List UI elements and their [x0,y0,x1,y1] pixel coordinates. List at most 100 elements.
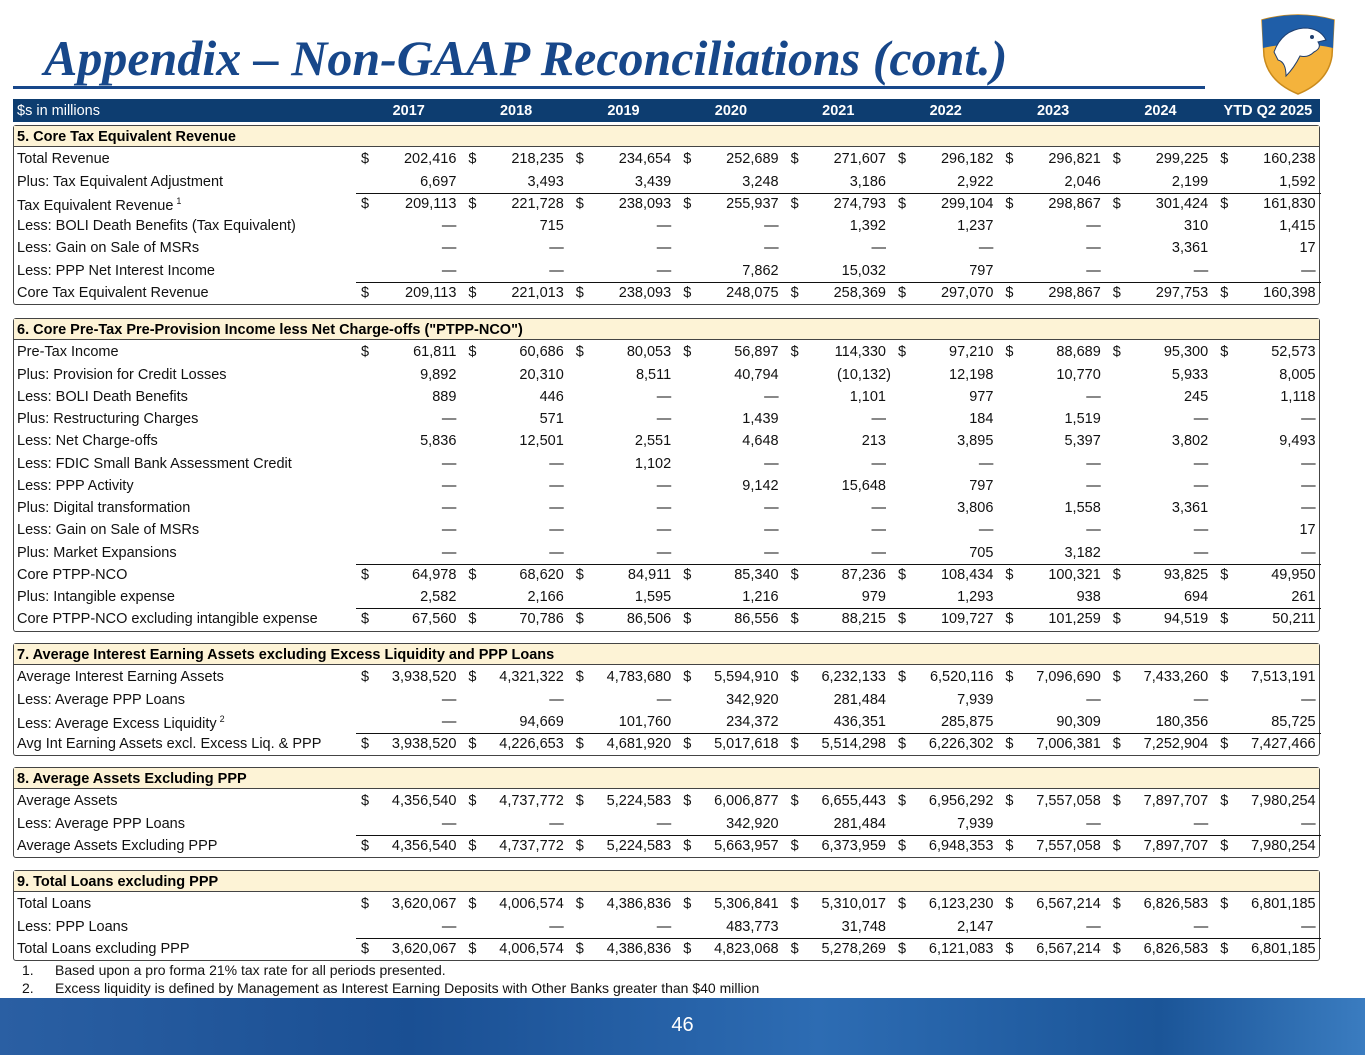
value-cell: — [656,500,672,516]
value-cell: 70,786 [519,611,564,628]
value-cell: — [1193,411,1209,427]
value-cell: 15,648 [841,477,886,494]
value-cell: 301,424 [1155,195,1209,212]
value-cell: — [441,815,457,832]
value-cell: 255,937 [726,195,779,212]
currency-sign: $ [1005,151,1014,168]
value-cell: 1,237 [957,218,994,234]
value-cell: 49,950 [1271,566,1316,583]
value-cell: 1,101 [849,388,886,405]
value-cell: 6,956,292 [928,793,994,810]
value-cell: 281,484 [833,815,886,832]
currency-sign: $ [1112,940,1121,957]
currency-sign: $ [468,566,477,583]
currency-sign: $ [898,896,907,913]
value-cell: — [1301,815,1316,832]
page-number: 46 [671,1014,694,1036]
footnote-text: Based upon a pro forma 21% tax rate for … [55,962,446,978]
value-cell: 6,123,230 [928,896,994,913]
value-cell: — [656,691,672,708]
value-cell: 261 [1291,589,1316,605]
currency-sign: $ [575,566,584,583]
value-cell: 299,225 [1155,151,1209,168]
value-cell: 7,096,690 [1036,669,1101,686]
column-header: 2017 [392,103,425,119]
currency-sign: $ [898,151,907,168]
value-cell: 5,224,583 [606,793,672,810]
row-label: Less: Average PPP Loans [17,691,185,708]
value-cell: 310 [1183,218,1209,234]
value-cell: 571 [539,411,564,427]
value-cell: — [656,411,672,427]
currency-sign: $ [683,344,692,361]
value-cell: (10,132) [836,366,891,383]
value-cell: 1,392 [849,218,886,234]
column-header: 2024 [1144,103,1177,119]
value-cell: — [1301,544,1316,561]
value-cell: 3,620,067 [391,896,457,913]
value-cell: — [1086,240,1101,257]
value-cell: — [656,218,672,234]
currency-sign: $ [790,151,799,168]
section: 7. Average Interest Earning Assets exclu… [13,643,1321,757]
value-cell: 209,113 [405,284,457,301]
value-cell: 5,397 [1064,433,1101,450]
currency-sign: $ [468,669,477,686]
currency-sign: $ [790,837,799,854]
row-label: Plus: Intangible expense [17,589,175,605]
value-cell: 6,655,443 [821,793,886,810]
currency-sign: $ [790,344,799,361]
value-cell: 20,310 [519,366,564,383]
value-cell: 7,980,254 [1251,837,1316,854]
value-cell: 5,306,841 [714,896,779,913]
total-rule [356,937,1321,939]
currency-sign: $ [575,284,584,301]
value-cell: 2,046 [1064,173,1101,190]
value-cell: — [441,262,457,279]
value-cell: — [549,455,564,472]
value-cell: 6,232,133 [821,669,886,686]
currency-sign: $ [468,151,477,168]
section: 6. Core Pre-Tax Pre-Provision Income les… [13,318,1321,632]
currency-sign: $ [1005,566,1014,583]
value-cell: 7,427,466 [1251,736,1316,752]
currency-sign: $ [683,837,692,854]
value-cell: 1,439 [742,411,779,427]
value-cell: 85,725 [1271,713,1316,730]
row-label: Core PTPP-NCO excluding intangible expen… [17,611,318,628]
value-cell: — [1193,477,1209,494]
value-cell: 436,351 [833,713,886,730]
value-cell: 85,340 [734,566,779,583]
row-label: Plus: Provision for Credit Losses [17,366,227,383]
row-label: Less: PPP Net Interest Income [17,262,215,279]
value-cell: 87,236 [841,566,886,583]
value-cell: 342,920 [726,691,779,708]
value-cell: — [1193,691,1209,708]
value-cell: 1,558 [1064,500,1101,516]
currency-sign: $ [683,896,692,913]
value-cell: 4,737,772 [499,793,564,810]
value-cell: 202,416 [403,151,457,168]
value-cell: 5,017,618 [714,736,779,752]
value-cell: 64,978 [412,566,457,583]
value-cell: 4,006,574 [499,940,564,957]
value-cell: 94,519 [1163,611,1209,628]
value-cell: 1,519 [1064,411,1101,427]
value-cell: — [656,544,672,561]
title-underline [13,86,1205,89]
value-cell: 6,006,877 [714,793,779,810]
value-cell: 3,361 [1171,240,1209,257]
value-cell: — [871,411,886,427]
total-rule [356,733,1321,734]
row-label: Total Revenue [17,151,110,168]
value-cell: 7,980,254 [1251,793,1316,810]
value-cell: 4,737,772 [499,837,564,854]
section: 5. Core Tax Equivalent Revenue Total Reve… [13,125,1321,305]
value-cell: 6,567,214 [1036,896,1101,913]
total-rule [356,834,1321,836]
value-cell: 342,920 [726,815,779,832]
value-cell: 2,199 [1171,173,1209,190]
value-cell: 297,070 [940,284,994,301]
column-header: 2023 [1036,103,1070,119]
value-cell: — [1301,411,1316,427]
